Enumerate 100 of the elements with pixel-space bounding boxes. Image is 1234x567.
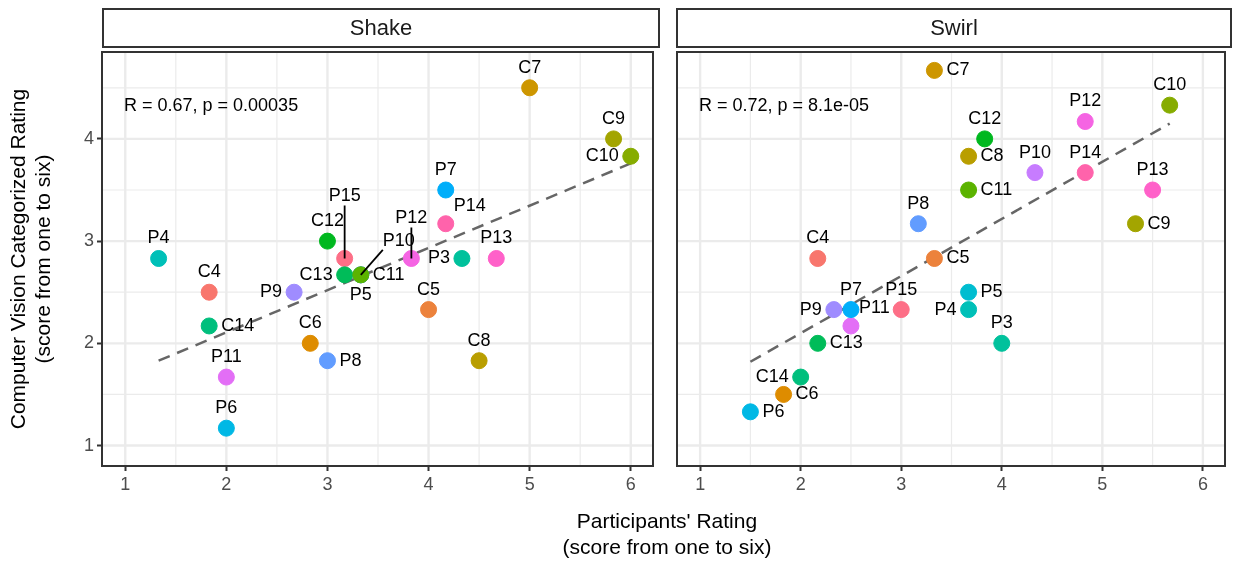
series-label: C5 [946,247,970,268]
series-label: P4 [934,298,957,319]
series-label: P9 [260,281,283,302]
series-label: C14 [221,314,255,335]
series-label: C6 [298,312,322,333]
series-label: C11 [980,178,1013,199]
text: P15 [328,185,361,206]
point [605,130,623,148]
series-label: C11 [372,263,405,284]
series-label: P14 [453,194,486,215]
x-tick-label: 3 [322,473,333,494]
series-label: P11 [858,296,890,317]
x-tick-label: 4 [423,473,434,494]
point [200,283,218,301]
x-tick-label: 2 [795,473,806,494]
x-tick-label: 6 [625,473,636,494]
point [402,249,420,267]
x-tick-label: 5 [524,473,535,494]
series-label: P7 [434,158,457,179]
point [150,249,168,267]
point [925,61,943,79]
series-label: P5 [349,283,372,304]
point [909,215,927,233]
point [318,232,336,250]
x-tick-label: 1 [120,473,131,494]
series-label: P6 [215,397,238,418]
point [200,317,218,335]
point [809,334,827,352]
point [842,317,860,335]
series-label: C12 [310,210,344,231]
series-label: P15 [885,278,918,299]
point [1026,164,1044,182]
point [217,419,235,437]
series-label: P12 [1069,90,1102,111]
point [741,403,759,421]
point [1161,96,1179,114]
point [470,352,488,370]
x-tick-label: 5 [1097,473,1108,494]
point [1076,164,1094,182]
point [842,301,860,319]
point [521,79,539,97]
point [301,334,319,352]
point [420,301,438,319]
point [775,385,793,403]
series-label: P9 [799,298,822,319]
point [487,249,505,267]
chart-title: Shake [102,8,660,48]
point [960,301,978,319]
x-axis-title: Participants' Rating (score from one to six) [561,508,773,560]
point [453,249,471,267]
annotation: R = 0.72, p = 8.1e-05 [699,94,870,115]
point [1127,215,1145,233]
point [1076,113,1094,131]
point [622,147,640,165]
annotation: R = 0.67, p = 0.00035 [124,94,299,115]
series-label: C13 [299,263,333,284]
point [960,283,978,301]
series-label: C4 [197,261,221,282]
series-label: P6 [762,400,785,421]
series-label: P3 [427,247,450,268]
point [437,181,455,199]
y-tick-label: 2 [83,332,94,353]
series-label: P8 [907,192,930,213]
series-label: C4 [806,227,830,248]
x-tick-label: 2 [221,473,232,494]
y-tick-label: 4 [83,127,94,148]
point [318,352,336,370]
point [217,368,235,386]
series-label: C12 [968,107,1002,128]
point [960,181,978,199]
series-label: P13 [480,227,513,248]
series-label: C13 [829,332,863,353]
series-label: P13 [1136,158,1169,179]
x-tick-label: 6 [1197,473,1208,494]
point [1144,181,1162,199]
series-label: C8 [980,145,1004,166]
point [437,215,455,233]
series-label: C6 [795,383,819,404]
point [285,283,303,301]
point [892,301,910,319]
series-label: P8 [339,349,362,370]
point [925,249,943,267]
point [976,130,994,148]
chart-title: Swirl [676,8,1232,48]
series-label: C9 [602,107,626,128]
series-label: P7 [839,278,862,299]
x-tick-label: 4 [996,473,1007,494]
series-label: C9 [1147,212,1171,233]
series-label: C5 [417,278,441,299]
point [825,301,843,319]
series-label: P3 [990,312,1013,333]
series-label: P10 [1018,141,1051,162]
point [809,249,827,267]
series-label: C8 [467,329,491,350]
point [792,368,810,386]
series-label: C7 [518,56,542,77]
series-label: P11 [211,346,242,367]
y-tick-label: 1 [83,434,94,455]
y-tick-label: 3 [83,230,94,251]
x-tick-label: 1 [695,473,706,494]
